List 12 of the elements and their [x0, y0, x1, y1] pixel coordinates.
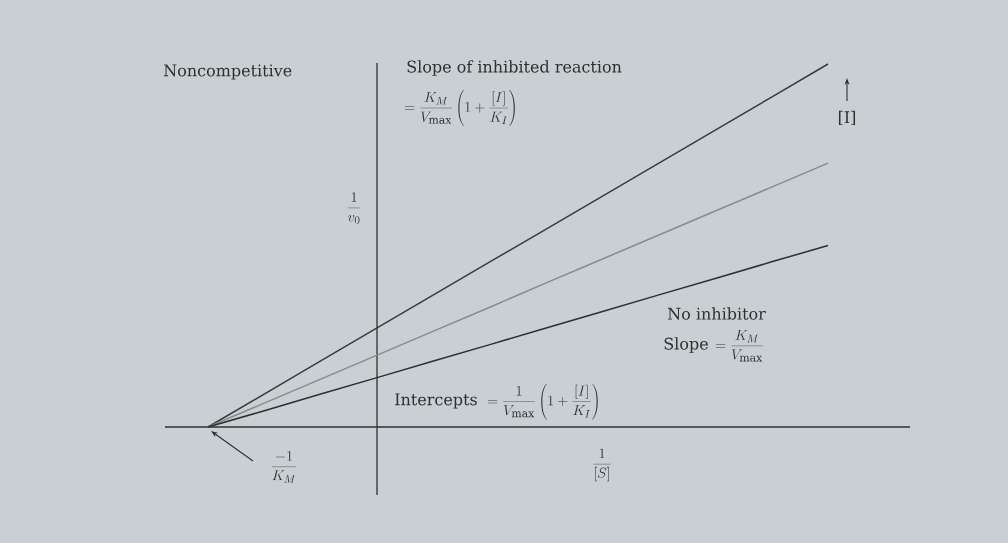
annotation: Slope of inhibited reaction	[407, 60, 622, 76]
annotation: $= \frac{K_M}{V_{\max}}\left(1+\frac{[I]}{K_I}\right)$	[404, 90, 515, 126]
x-axis-title: $\frac{1}{[S]}$	[593, 448, 611, 482]
text: $\frac{-1}{K_M}$	[271, 451, 297, 483]
annotation: $= \frac{1}{V_{\max}}\left(1+\frac{[I]}{K_I}\right)$	[487, 383, 598, 420]
y-axis-title: $\frac{1}{v_0}$	[347, 192, 361, 224]
annotation: $= \frac{K_M}{V_{\max}}$	[715, 329, 763, 362]
annotation: Intercepts	[395, 393, 477, 409]
annotation: [I]	[838, 110, 856, 126]
series-label: No inhibitor	[667, 307, 766, 320]
annotation: Slope	[664, 337, 708, 353]
chart-title: Noncompetitive	[163, 64, 292, 80]
